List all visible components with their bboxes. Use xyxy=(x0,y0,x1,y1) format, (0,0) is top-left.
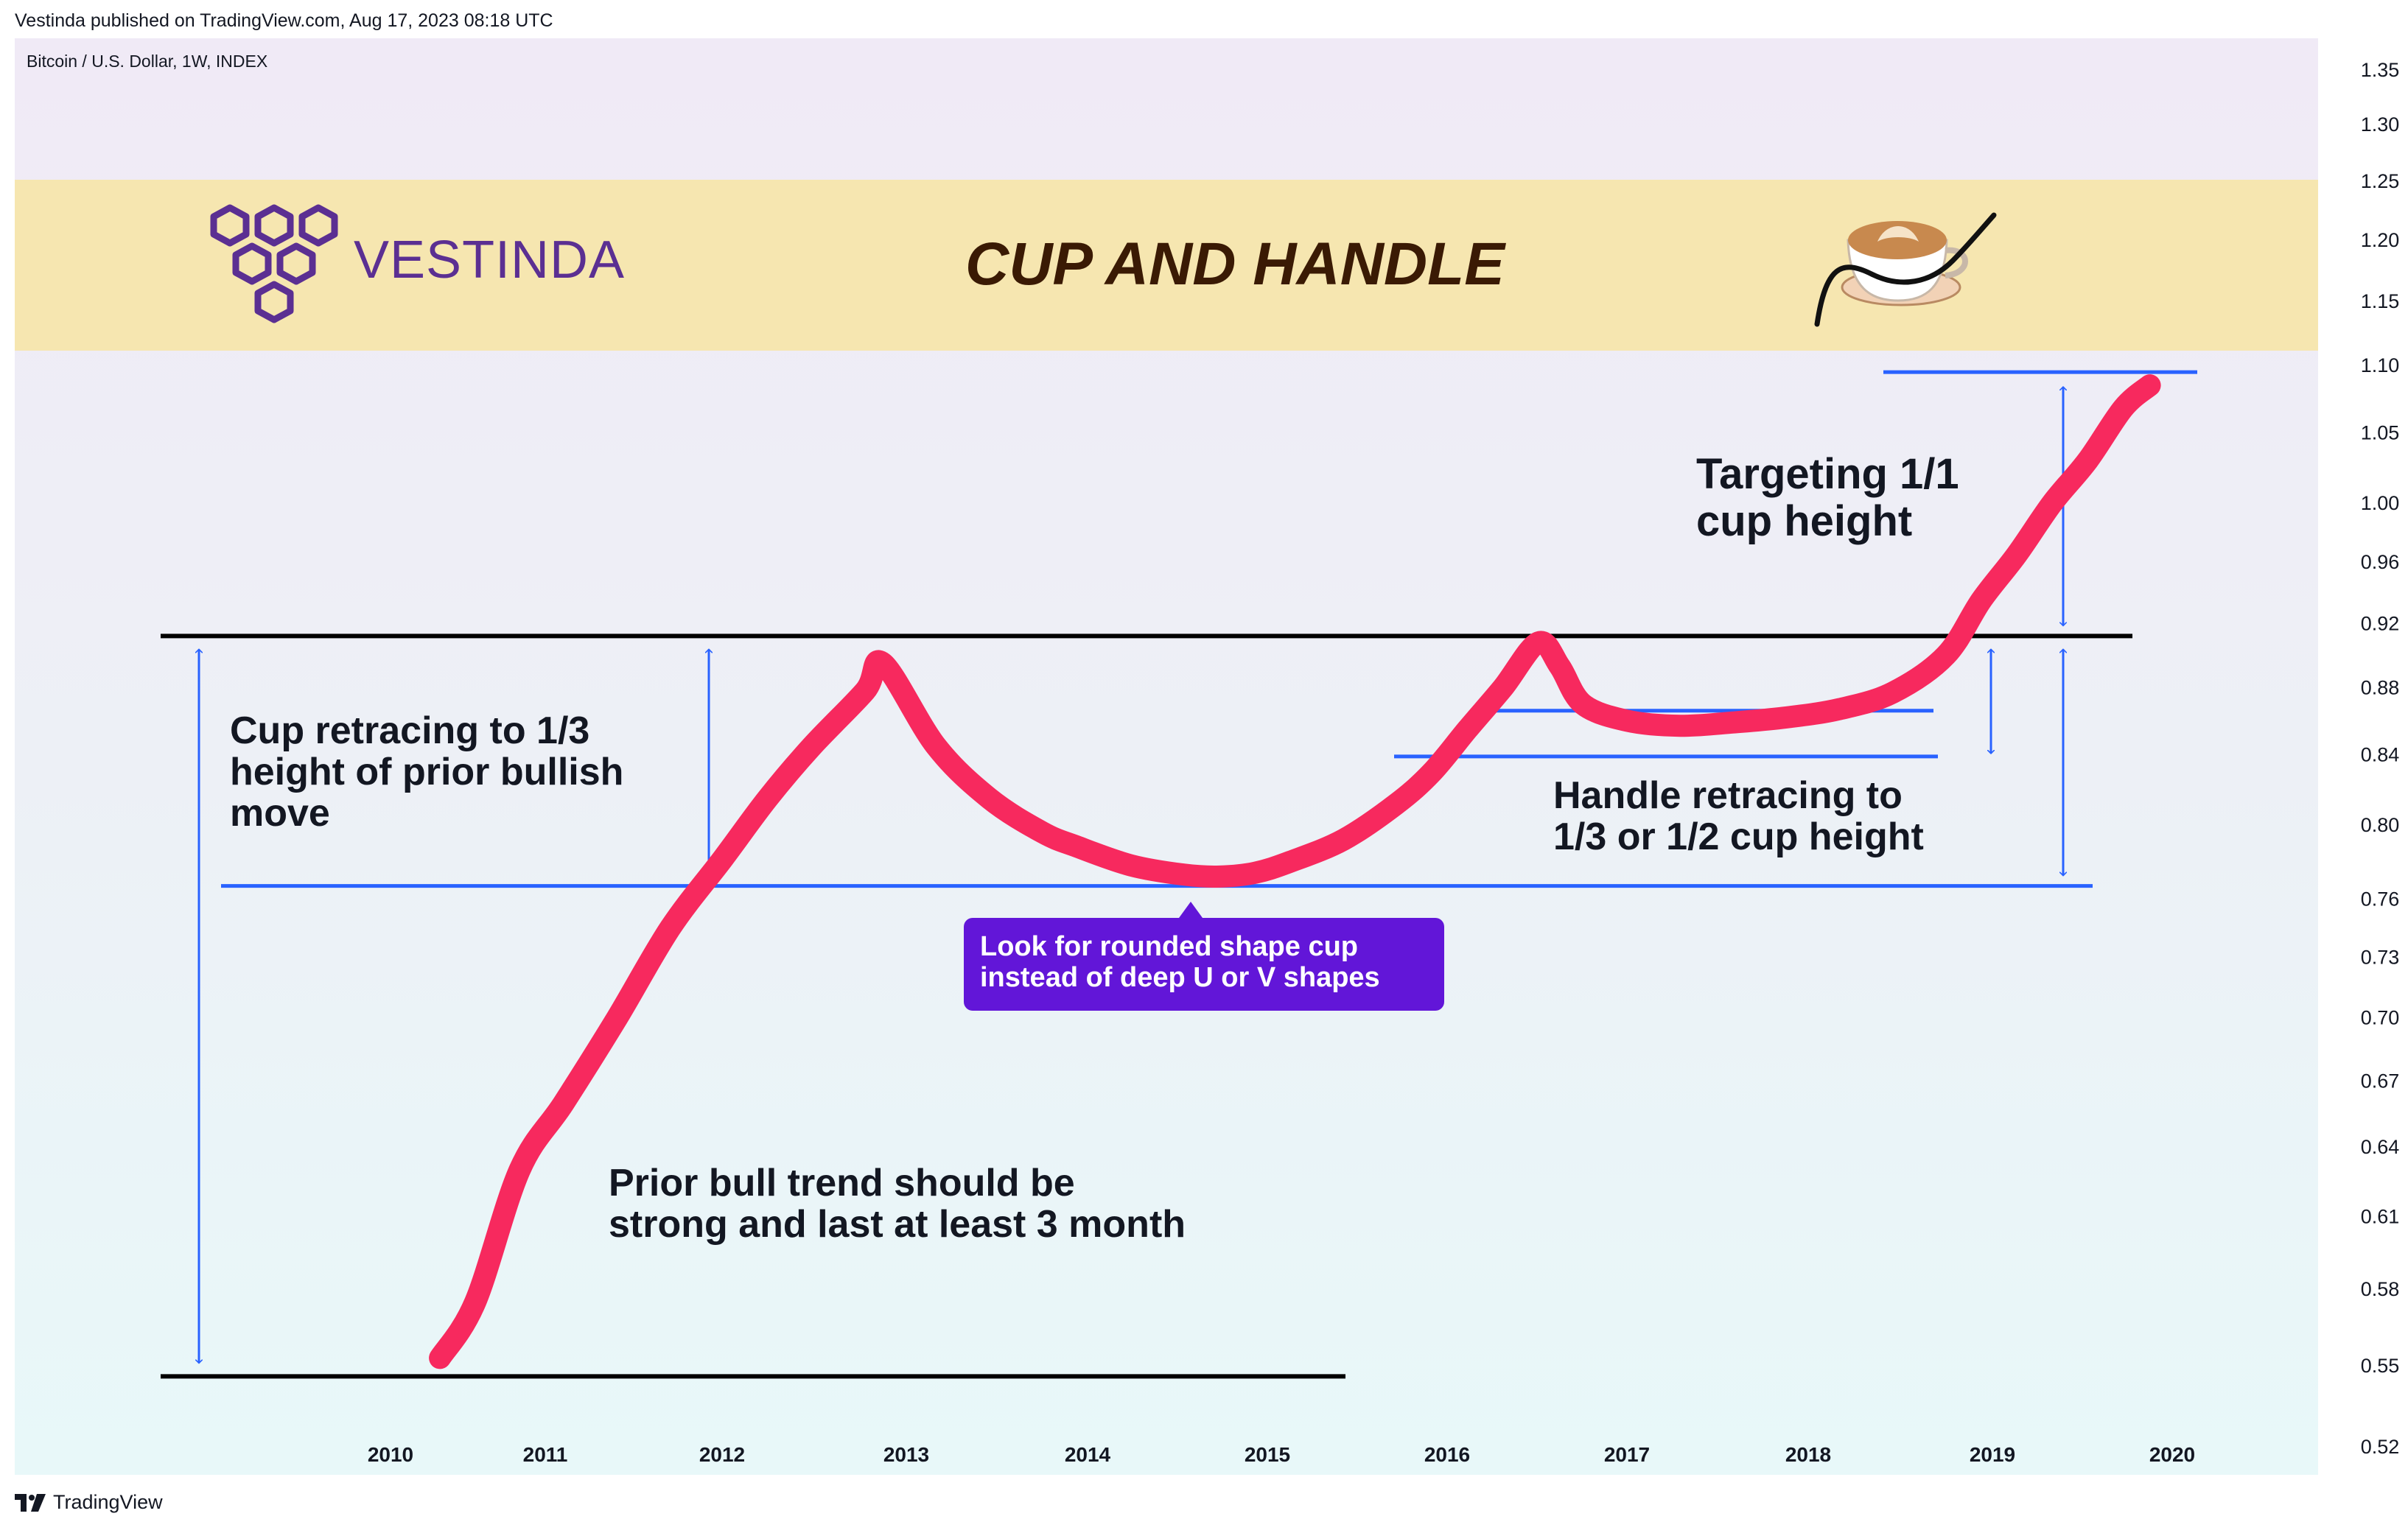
y-tick-label: 0.70 xyxy=(2361,1007,2400,1029)
price-point-21 xyxy=(1394,801,1400,807)
price-point-11 xyxy=(933,743,939,749)
y-tick-label: 1.05 xyxy=(2361,421,2400,443)
price-point-8 xyxy=(809,743,815,749)
y-tick-label: 1.10 xyxy=(2361,354,2400,376)
price-point-6 xyxy=(721,855,727,861)
y-tick-label: 0.76 xyxy=(2361,888,2400,911)
x-tick-label: 2014 xyxy=(1065,1443,1111,1466)
tradingview-footer-label: TradingView xyxy=(53,1491,163,1513)
price-point-4 xyxy=(615,1015,620,1021)
prior-trend-note: Prior bull trend should be strong and la… xyxy=(609,1162,1186,1246)
x-tick-label: 2011 xyxy=(523,1443,568,1466)
price-point-3 xyxy=(561,1100,567,1106)
y-axis: 1.35 1.30 1.25 1.20 1.15 1.10 1.05 1.00 0.96 0.92… xyxy=(2361,59,2400,1458)
price-point-13 xyxy=(1040,829,1046,835)
handle-retrace-note: Handle retracing to 1/3 or 1/2 cup heigh… xyxy=(1553,774,1924,858)
price-point-0 xyxy=(437,1355,443,1361)
price-point-1 xyxy=(472,1299,478,1305)
price-point-17 xyxy=(1217,874,1222,880)
y-tick-label: 0.96 xyxy=(2361,551,2400,573)
rounded-cup-callout[interactable]: Look for rounded shape cup instead of de… xyxy=(964,902,1444,1011)
price-point-12 xyxy=(987,796,993,801)
x-tick-label: 2012 xyxy=(699,1443,745,1466)
price-point-31 xyxy=(1784,715,1790,720)
y-tick-label: 1.20 xyxy=(2361,229,2400,251)
y-tick-label: 0.73 xyxy=(2361,946,2400,968)
price-point-18 xyxy=(1252,870,1258,876)
y-tick-label: 0.64 xyxy=(2361,1136,2400,1158)
publisher-caption: Vestinda published on TradingView.com, A… xyxy=(15,10,553,31)
x-tick-label: 2020 xyxy=(2149,1443,2195,1466)
price-point-25 xyxy=(1536,639,1541,645)
x-tick-label: 2019 xyxy=(1970,1443,2015,1466)
price-point-22 xyxy=(1429,769,1435,775)
x-axis: 2010 2011 2012 2013 2014 2015 2016 2017 2018 2019… xyxy=(368,1443,2195,1466)
x-tick-label: 2017 xyxy=(1604,1443,1650,1466)
price-point-32 xyxy=(1837,706,1843,712)
cup-retrace-note: Cup retracing to 1/3 height of prior bul… xyxy=(230,709,624,835)
price-point-29 xyxy=(1677,723,1683,729)
y-tick-label: 0.84 xyxy=(2361,743,2400,765)
price-point-36 xyxy=(2014,552,2020,558)
price-point-2 xyxy=(517,1167,522,1173)
y-tick-label: 0.92 xyxy=(2361,612,2400,634)
price-point-19 xyxy=(1287,859,1293,865)
y-tick-label: 1.30 xyxy=(2361,113,2400,136)
vestinda-logo-icon xyxy=(210,204,338,323)
price-point-38 xyxy=(2085,457,2090,463)
coffee-cup-icon xyxy=(1814,212,1997,327)
x-tick-label: 2013 xyxy=(883,1443,929,1466)
banner-title: CUP AND HANDLE xyxy=(965,231,1505,298)
x-tick-label: 2015 xyxy=(1245,1443,1290,1466)
brand-name: VESTINDA xyxy=(354,231,626,290)
price-point-28 xyxy=(1624,718,1630,723)
symbol-title[interactable]: Bitcoin / U.S. Dollar, 1W, INDEX xyxy=(27,52,268,71)
price-point-37 xyxy=(2049,500,2055,506)
target-note: Targeting 1/1 cup height xyxy=(1696,450,1959,545)
y-tick-label: 1.35 xyxy=(2361,59,2400,81)
y-tick-label: 0.58 xyxy=(2361,1278,2400,1300)
y-tick-label: 0.88 xyxy=(2361,676,2400,698)
price-point-23 xyxy=(1465,726,1471,732)
y-tick-label: 1.15 xyxy=(2361,290,2400,312)
y-tick-label: 0.80 xyxy=(2361,814,2400,836)
y-tick-label: 0.55 xyxy=(2361,1355,2400,1377)
price-point-40 xyxy=(2147,382,2153,388)
price-point-26 xyxy=(1557,664,1563,670)
y-tick-label: 0.67 xyxy=(2361,1070,2400,1092)
price-point-39 xyxy=(2120,405,2126,411)
price-point-14 xyxy=(1075,844,1081,850)
x-tick-label: 2018 xyxy=(1785,1443,1831,1466)
tradingview-footer[interactable]: TradingView xyxy=(15,1491,163,1514)
price-point-9 xyxy=(862,688,868,694)
price-point-27 xyxy=(1580,701,1586,707)
price-point-5 xyxy=(668,925,673,931)
price-series-line[interactable] xyxy=(429,374,2161,1369)
y-tick-label: 0.61 xyxy=(2361,1205,2400,1227)
price-point-16 xyxy=(1181,871,1187,877)
price-point-33 xyxy=(1890,690,1896,695)
price-point-34 xyxy=(1943,652,1949,658)
price-point-35 xyxy=(1978,597,1984,603)
y-tick-label: 0.52 xyxy=(2361,1436,2400,1458)
y-tick-label: 1.25 xyxy=(2361,170,2400,192)
price-point-30 xyxy=(1730,720,1736,726)
x-tick-label: 2016 xyxy=(1424,1443,1470,1466)
price-point-10 xyxy=(880,660,886,666)
x-tick-label: 2010 xyxy=(368,1443,413,1466)
y-tick-label: 1.00 xyxy=(2361,492,2400,514)
price-point-24 xyxy=(1500,684,1506,690)
price-point-15 xyxy=(1128,863,1134,869)
price-point-7 xyxy=(765,796,771,801)
price-point-20 xyxy=(1340,837,1346,843)
tradingview-logo-icon xyxy=(15,1493,46,1512)
